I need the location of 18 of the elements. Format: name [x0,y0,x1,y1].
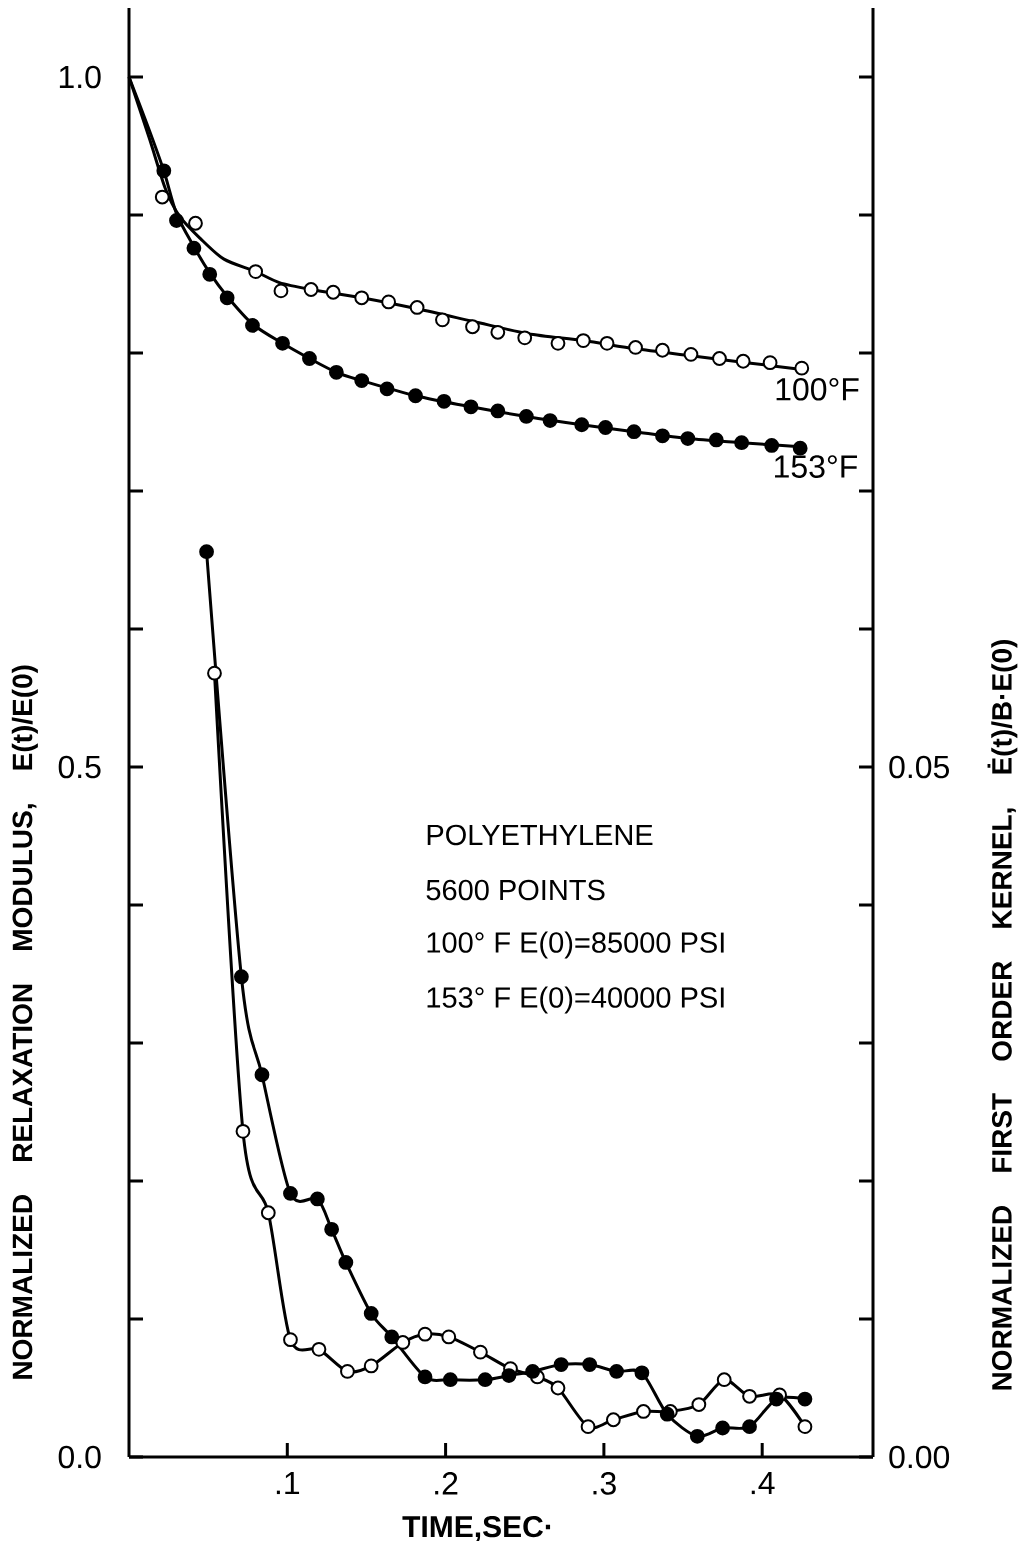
annotation: 100° F E(0)=85000 PSI [427,931,724,959]
y2-tick-label: 0.00 [889,1445,950,1469]
x-axis-title: TIME,SEC· [402,1516,551,1541]
y-tick-label: 1.0 [59,65,101,89]
annotation: 5600 POINTS [426,879,605,901]
y-tick-label: 0.5 [58,755,101,779]
y-tick-label: 0.0 [58,1445,101,1469]
annotation: 153° F E(0)=40000 PSI [427,986,724,1014]
x-tick-label: .3 [593,1472,616,1495]
y2-axis-title: NORMALIZED FIRST ORDER KERNEL, Ė(t)/B·E(0) [987,640,1018,1390]
y-axis-title: NORMALIZED RELAXATION MODULUS, E(t)/E(0) [11,665,38,1379]
y2-tick-label: 0.05 [889,755,949,779]
x-tick-label: .4 [751,1472,775,1495]
series-label: 153°F [775,455,858,478]
annotation: POLYETHYLENE [427,824,653,846]
x-tick-label: .2 [435,1472,458,1495]
x-tick-label: .1 [276,1472,300,1495]
series-label: 100°F [776,377,859,401]
